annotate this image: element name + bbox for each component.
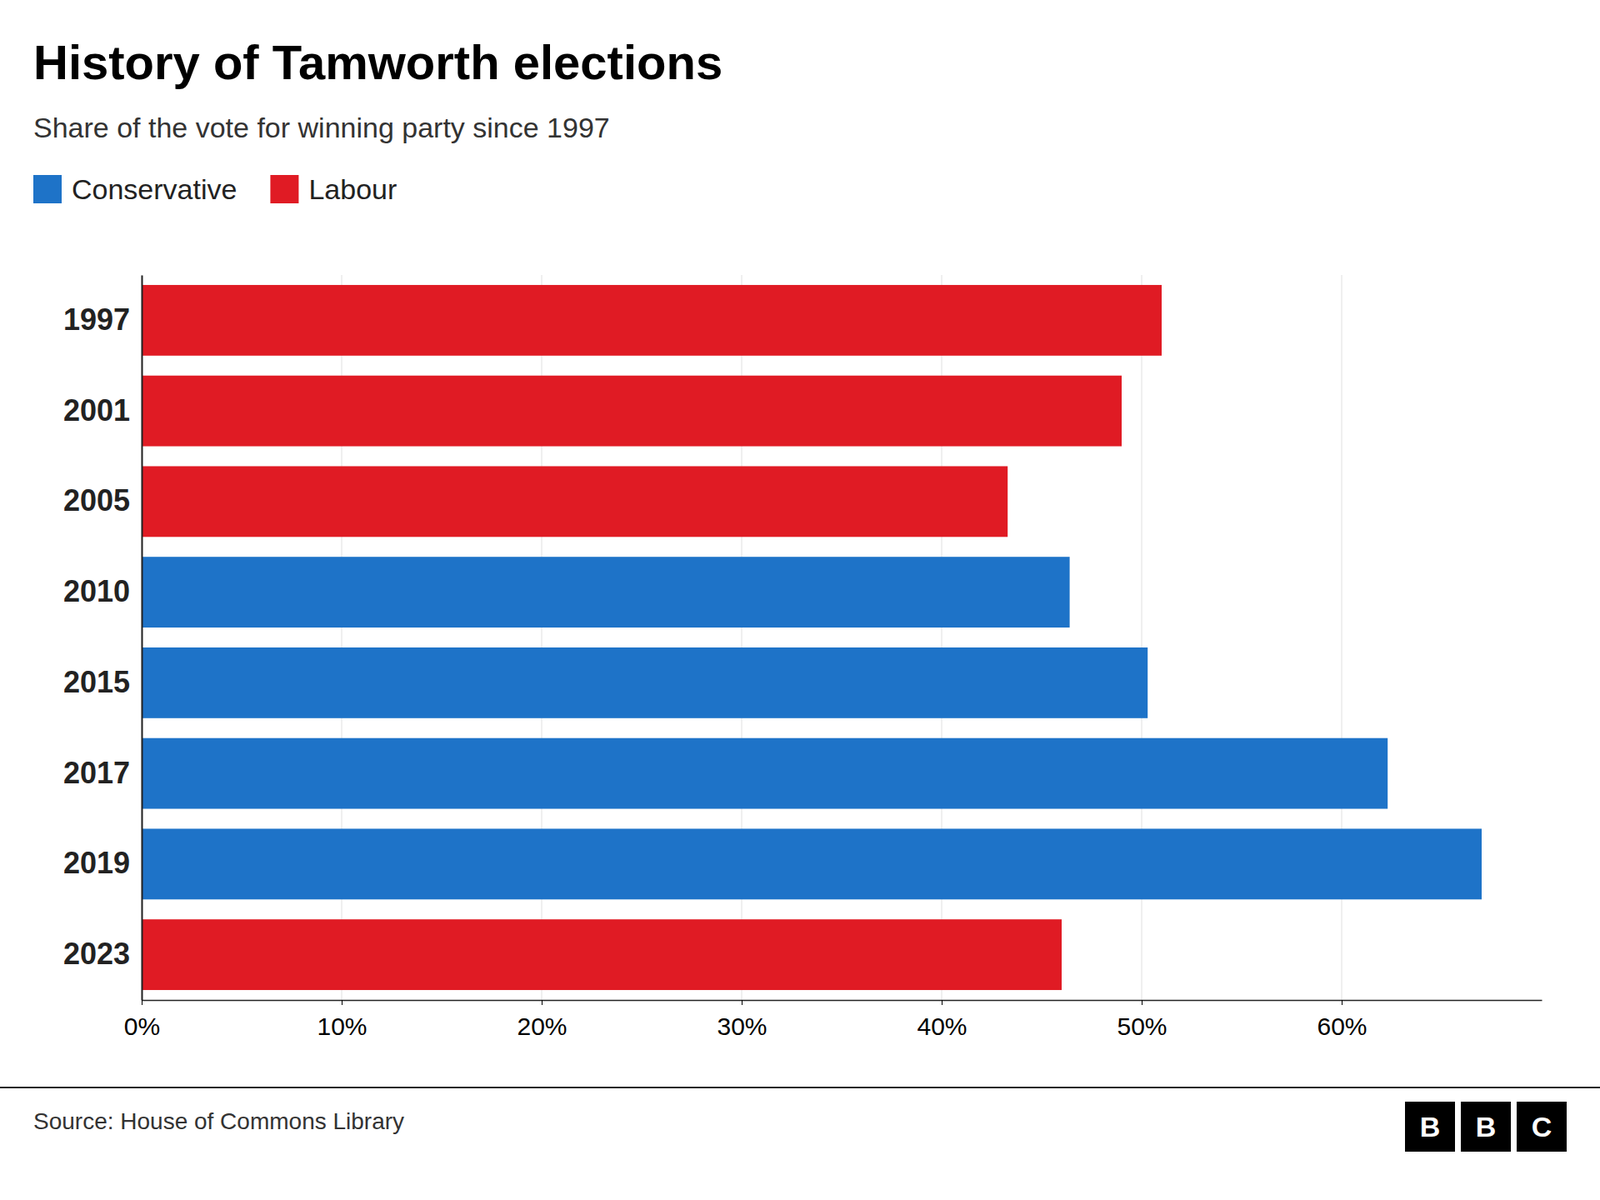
legend-item: Conservative <box>33 173 237 205</box>
tick: 1997 <box>63 302 130 337</box>
tick: 2001 <box>63 393 130 428</box>
tick-label: 2015 <box>63 665 130 700</box>
tick-label: 40% <box>916 1012 967 1040</box>
tick: 20% <box>516 1000 567 1040</box>
bar <box>141 919 1062 990</box>
bar <box>141 647 1148 719</box>
tick-label: 0% <box>124 1012 160 1040</box>
tick: 10% <box>316 1000 367 1040</box>
bars <box>141 285 1482 990</box>
tick-label: 50% <box>1116 1012 1167 1040</box>
tick-label: 30% <box>716 1012 767 1040</box>
tick: 2019 <box>63 845 130 880</box>
plot: 0% 10% 20% 30% 40% 50% 60% 1997 2001 2005 2010 2015… <box>63 275 1543 1040</box>
legend-swatch <box>33 175 62 204</box>
bar-series <box>141 556 1482 900</box>
tick-label: 2005 <box>63 483 130 518</box>
bar <box>141 465 1008 537</box>
bar <box>141 285 1162 356</box>
bar-series <box>141 285 1162 990</box>
legend-swatch <box>270 175 299 204</box>
subtitle: Share of the vote for winning party sinc… <box>33 111 610 144</box>
y-axis: 1997 2001 2005 2010 2015 2017 2019 2023 <box>63 275 143 1001</box>
tick-label: 20% <box>516 1012 567 1040</box>
tick-mark <box>541 1000 543 1005</box>
tick-label: 2023 <box>63 936 130 971</box>
tick: 40% <box>916 1000 967 1040</box>
legend-label: Labour <box>308 173 397 205</box>
legend: Conservative Labour <box>33 173 397 205</box>
tick: 60% <box>1316 1000 1367 1040</box>
tick: 2017 <box>63 755 130 790</box>
tick-label: 2001 <box>63 393 130 428</box>
bar <box>141 375 1122 447</box>
tick: 2010 <box>63 574 130 609</box>
tick-mark <box>1341 1000 1343 1005</box>
x-axis: 0% 10% 20% 30% 40% 50% 60% <box>124 1000 1543 1040</box>
logo-box <box>1405 1101 1455 1152</box>
title: History of Tamworth elections <box>33 35 723 90</box>
tick-label: 2010 <box>63 574 130 609</box>
tick-mark <box>141 1000 143 1005</box>
logo-letter: C <box>1531 1110 1553 1143</box>
tick: 30% <box>716 1000 767 1040</box>
logo: BBC <box>1405 1101 1567 1152</box>
grid-line <box>141 275 143 1000</box>
tick: 2005 <box>63 483 130 518</box>
tick-mark <box>941 1000 943 1005</box>
bar <box>141 738 1388 810</box>
tick: 2015 <box>63 665 130 700</box>
logo-box <box>1516 1101 1567 1152</box>
tick-mark <box>1141 1000 1143 1005</box>
source: Source: House of Commons Library <box>33 1108 405 1135</box>
logo-letter: B <box>1420 1110 1441 1143</box>
tick-label: 1997 <box>63 302 130 337</box>
chart: History of Tamworth elections Share of th… <box>0 0 1600 1200</box>
tick: 0% <box>124 1000 160 1040</box>
tick: 50% <box>1116 1000 1167 1040</box>
axis-line <box>141 275 144 1001</box>
bar <box>141 828 1482 900</box>
tick-mark <box>341 1000 343 1005</box>
axis-line <box>142 1000 1543 1002</box>
footer-line <box>0 1086 1600 1089</box>
logo-box <box>1460 1101 1511 1152</box>
legend-label: Conservative <box>71 173 237 205</box>
tick-label: 60% <box>1316 1012 1367 1040</box>
tick-label: 10% <box>316 1012 367 1040</box>
tick-label: 2017 <box>63 755 130 790</box>
tick-mark <box>741 1000 743 1005</box>
logo-letter: B <box>1475 1110 1497 1143</box>
bar <box>141 556 1070 628</box>
legend-item: Labour <box>270 173 397 205</box>
tick: 2023 <box>63 936 130 971</box>
tick-label: 2019 <box>63 845 130 880</box>
